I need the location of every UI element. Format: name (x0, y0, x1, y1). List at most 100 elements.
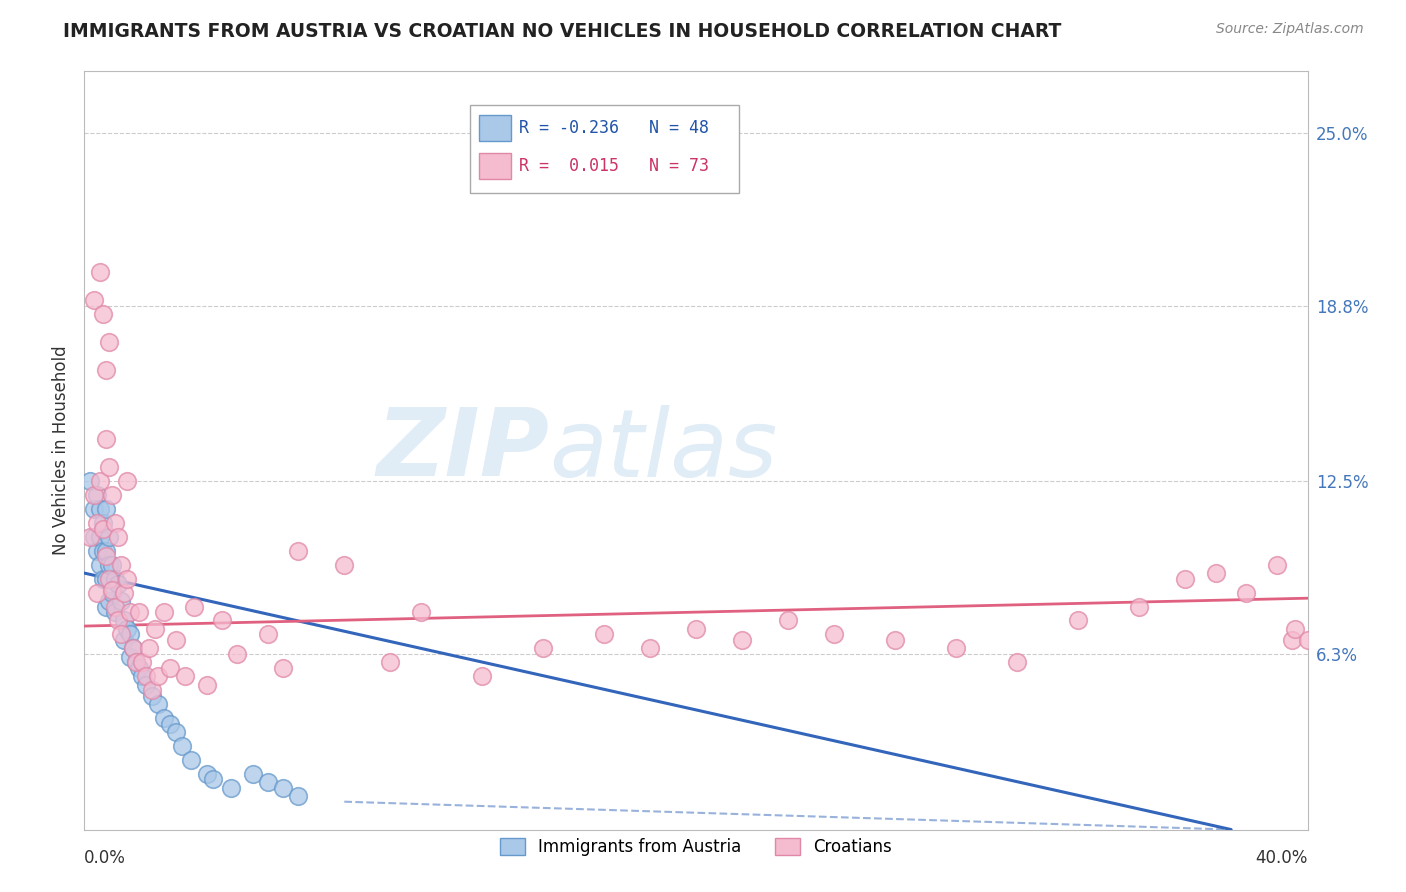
Point (257, 627, 280, 641)
Point (83, 488, 105, 502)
Point (112, 633, 135, 648)
Point (146, 669, 169, 683)
Point (165, 725, 187, 739)
Point (1005, 655, 1028, 669)
Point (115, 572, 138, 586)
Point (97, 558, 120, 572)
Point (89, 502, 111, 516)
Text: ZIP: ZIP (377, 404, 550, 497)
Point (823, 627, 845, 641)
Text: Source: ZipAtlas.com: Source: ZipAtlas.com (1216, 22, 1364, 37)
FancyBboxPatch shape (479, 153, 512, 179)
Point (101, 558, 124, 572)
Point (122, 641, 145, 656)
Point (89, 474, 111, 488)
Point (101, 585, 124, 599)
Point (211, 614, 233, 628)
Point (242, 767, 264, 781)
Point (146, 697, 169, 711)
Point (257, 775, 280, 789)
Point (165, 633, 187, 648)
Point (122, 641, 145, 656)
Point (97, 594, 120, 608)
Point (91, 544, 114, 558)
Point (97, 334, 120, 349)
Point (104, 572, 127, 586)
Point (97, 572, 120, 586)
Text: atlas: atlas (550, 405, 778, 496)
Point (945, 641, 967, 656)
Point (135, 669, 157, 683)
Point (226, 647, 249, 661)
Point (159, 661, 181, 675)
Point (107, 614, 129, 628)
Point (115, 474, 138, 488)
Point (333, 558, 356, 572)
Point (1205, 566, 1227, 581)
Text: R =  0.015   N = 73: R = 0.015 N = 73 (519, 157, 709, 175)
Point (143, 622, 166, 636)
Point (141, 683, 163, 698)
Text: 0.0%: 0.0% (84, 848, 127, 866)
Point (153, 711, 176, 725)
Point (271, 780, 294, 795)
Point (101, 582, 124, 597)
Point (138, 641, 160, 656)
Point (94, 572, 117, 586)
Point (593, 627, 616, 641)
Point (94, 549, 117, 564)
Point (172, 739, 194, 753)
Point (135, 678, 157, 692)
Point (131, 669, 153, 683)
Point (1327, 641, 1350, 656)
Point (83, 293, 105, 307)
Point (104, 516, 127, 530)
FancyBboxPatch shape (479, 115, 512, 141)
Point (883, 633, 905, 648)
Point (1174, 572, 1197, 586)
Point (183, 599, 205, 614)
Point (89, 265, 111, 279)
Point (1358, 627, 1381, 641)
Point (128, 605, 150, 619)
Point (174, 669, 197, 683)
Point (91, 521, 114, 535)
Text: IMMIGRANTS FROM AUSTRIA VS CROATIAN NO VEHICLES IN HOUSEHOLD CORRELATION CHART: IMMIGRANTS FROM AUSTRIA VS CROATIAN NO V… (63, 22, 1062, 41)
Point (86, 585, 108, 599)
Point (110, 627, 132, 641)
Point (125, 655, 148, 669)
Point (195, 767, 218, 781)
Point (120, 627, 142, 641)
Point (107, 530, 129, 544)
Point (110, 558, 132, 572)
Point (1236, 585, 1258, 599)
Point (1281, 633, 1303, 648)
Point (97, 530, 120, 544)
Point (86, 516, 108, 530)
Point (91, 307, 114, 321)
Point (131, 655, 153, 669)
Point (159, 716, 181, 731)
Point (89, 558, 111, 572)
Point (112, 614, 135, 628)
Point (89, 530, 111, 544)
Point (180, 753, 202, 767)
Point (201, 772, 224, 787)
Point (731, 633, 754, 648)
Point (1265, 558, 1288, 572)
Point (287, 544, 309, 558)
Point (97, 460, 120, 475)
Point (83, 502, 105, 516)
Point (195, 678, 218, 692)
Point (91, 516, 114, 530)
Point (141, 689, 163, 703)
Point (776, 614, 799, 628)
Point (94, 544, 117, 558)
Point (287, 789, 309, 804)
Point (104, 605, 127, 619)
Point (94, 362, 117, 376)
Point (120, 605, 142, 619)
Point (94, 433, 117, 447)
Legend: Immigrants from Austria, Croatians: Immigrants from Austria, Croatians (494, 831, 898, 863)
Point (409, 605, 432, 619)
